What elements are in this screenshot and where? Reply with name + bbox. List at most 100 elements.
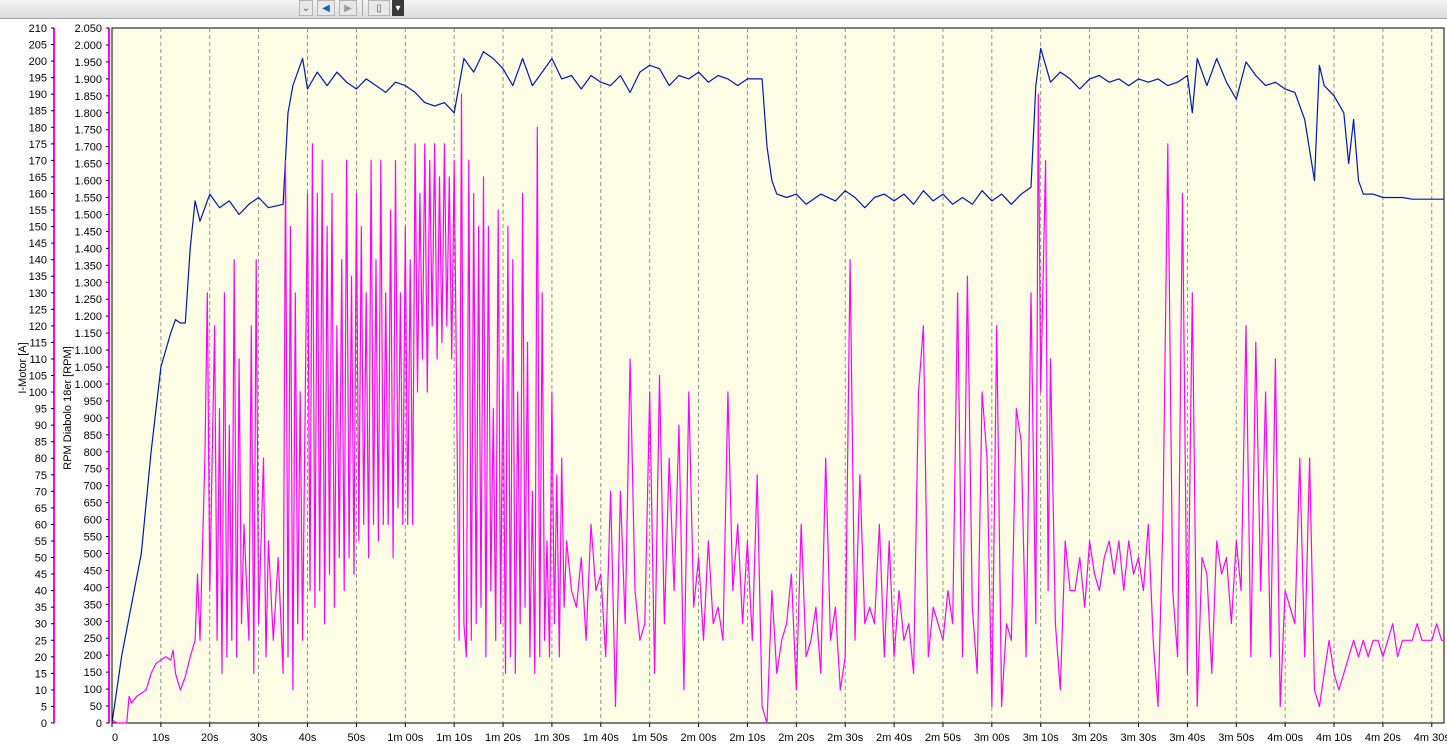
y-tick-label: 25 xyxy=(35,635,47,647)
y-tick-label: 2.000 xyxy=(74,40,102,52)
x-tick-label: 0 xyxy=(112,732,118,744)
y-tick-label: 900 xyxy=(84,413,102,425)
line-chart: 0 10s 20s 30s 40s 50s 1m 00s 1m 10s 1m 20s 1m 30s… xyxy=(17,23,1447,744)
y-tick-label: 1.100 xyxy=(74,345,102,357)
y-tick-label: 70 xyxy=(35,486,47,498)
y-tick-label: 125 xyxy=(29,304,47,316)
y-tick-label: 1.450 xyxy=(74,226,102,238)
y-tick-label: 550 xyxy=(84,532,102,544)
y-tick-label: 1.700 xyxy=(74,142,102,154)
y-tick-label: 40 xyxy=(35,586,47,598)
y-tick-label: 150 xyxy=(84,667,102,679)
y-tick-label: 950 xyxy=(84,396,102,408)
x-tick-label: 4m 30s xyxy=(1414,732,1447,744)
y-tick-label: 155 xyxy=(29,205,47,217)
y-tick-label: 115 xyxy=(29,337,47,349)
y-tick-label: 175 xyxy=(29,139,47,151)
y-tick-label: 350 xyxy=(84,599,102,611)
y-tick-label: 190 xyxy=(29,89,47,101)
x-tick-label: 4m 10s xyxy=(1316,732,1353,744)
y-tick-label: 145 xyxy=(29,238,47,250)
x-tick-label: 20s xyxy=(201,732,219,744)
y-tick-label: 1.850 xyxy=(74,91,102,103)
menu-arrow-icon[interactable]: ▾ xyxy=(392,0,404,16)
y-tick-label: 180 xyxy=(29,122,47,134)
y-tick-label: 10 xyxy=(35,685,47,697)
x-tick-label: 2m 00s xyxy=(681,732,718,744)
y-tick-label: 300 xyxy=(84,616,102,628)
x-tick-label: 50s xyxy=(348,732,366,744)
x-tick-label: 2m 50s xyxy=(925,732,962,744)
y-tick-label: 700 xyxy=(84,481,102,493)
y-tick-label: 85 xyxy=(35,437,47,449)
y-tick-label: 1.600 xyxy=(74,176,102,188)
y-tick-label: 1.500 xyxy=(74,209,102,221)
dropdown-icon[interactable]: ⌄ xyxy=(299,0,313,16)
y-tick-label: 500 xyxy=(84,548,102,560)
y-tick-label: 1.400 xyxy=(74,243,102,255)
y-tick-label: 135 xyxy=(29,271,47,283)
x-tick-label: 2m 10s xyxy=(729,732,766,744)
y-tick-label: 110 xyxy=(29,354,47,366)
y-tick-label: 35 xyxy=(35,602,47,614)
y-tick-label: 185 xyxy=(29,106,47,118)
series-layer xyxy=(111,47,1444,724)
series-line xyxy=(111,47,1444,724)
page-icon[interactable]: ▯ xyxy=(368,0,390,16)
y-tick-label: 200 xyxy=(29,56,47,68)
y-tick-label: 1.150 xyxy=(74,328,102,340)
x-tick-label: 3m 30s xyxy=(1120,732,1157,744)
x-tick-label: 2m 30s xyxy=(827,732,864,744)
y-tick-label: 150 xyxy=(29,222,47,234)
y-tick-label: 20 xyxy=(35,652,47,664)
y-tick-label: 15 xyxy=(35,668,47,680)
y-tick-label: 1.300 xyxy=(74,277,102,289)
y-tick-label: 50 xyxy=(35,553,47,565)
y-tick-label: 800 xyxy=(84,447,102,459)
x-tick-label: 30s xyxy=(250,732,268,744)
y-tick-label: 5 xyxy=(41,701,47,713)
y-tick-label: 100 xyxy=(29,387,47,399)
y-tick-label: 65 xyxy=(35,503,47,515)
y-tick-label: 75 xyxy=(35,470,47,482)
y-tick-label: 140 xyxy=(29,255,47,267)
y-tick-label: 205 xyxy=(29,40,47,52)
y-tick-label: 1.750 xyxy=(74,125,102,137)
back-arrow-icon[interactable]: ◀ xyxy=(317,0,335,16)
x-tick-label: 1m 00s xyxy=(387,732,424,744)
x-tick-label: 1m 40s xyxy=(583,732,620,744)
x-tick-label: 3m 50s xyxy=(1218,732,1255,744)
y-tick-label: 400 xyxy=(84,582,102,594)
x-tick-label: 2m 20s xyxy=(778,732,815,744)
y-tick-label: 90 xyxy=(35,420,47,432)
y-tick-label: 130 xyxy=(29,288,47,300)
y-tick-label: 55 xyxy=(35,536,47,548)
y-tick-label: 30 xyxy=(35,619,47,631)
x-tick-label: 2m 40s xyxy=(876,732,913,744)
x-tick-label: 1m 50s xyxy=(632,732,669,744)
y-tick-label: 850 xyxy=(84,430,102,442)
y-axis-title: RPM Diabolo 18er [RPM] xyxy=(62,346,74,470)
y-tick-label: 1.000 xyxy=(74,379,102,391)
axes: 0 10s 20s 30s 40s 50s 1m 00s 1m 10s 1m 20s 1m 30s… xyxy=(17,23,1447,744)
y-axis-title: I-Motor [A] xyxy=(17,342,29,393)
y-tick-label: 50 xyxy=(90,701,102,713)
y-tick-label: 1.350 xyxy=(74,260,102,272)
y-tick-label: 1.650 xyxy=(74,159,102,171)
x-tick-label: 1m 20s xyxy=(485,732,522,744)
toolbar: ⌄ ◀ ▶ ▯ ▾ xyxy=(0,0,1447,19)
forward-arrow-icon[interactable]: ▶ xyxy=(339,0,357,16)
x-tick-label: 10s xyxy=(152,732,170,744)
y-tick-label: 95 xyxy=(35,404,47,416)
y-tick-label: 160 xyxy=(29,188,47,200)
y-tick-label: 750 xyxy=(84,464,102,476)
y-tick-label: 1.050 xyxy=(74,362,102,374)
x-tick-label: 3m 10s xyxy=(1023,732,1060,744)
y-tick-label: 1.800 xyxy=(74,108,102,120)
plot-area xyxy=(111,27,1445,724)
y-tick-label: 1.950 xyxy=(74,57,102,69)
y-tick-label: 0 xyxy=(41,718,47,730)
y-tick-label: 2.050 xyxy=(74,23,102,35)
y-tick-label: 0 xyxy=(96,718,102,730)
x-tick-label: 3m 00s xyxy=(974,732,1011,744)
